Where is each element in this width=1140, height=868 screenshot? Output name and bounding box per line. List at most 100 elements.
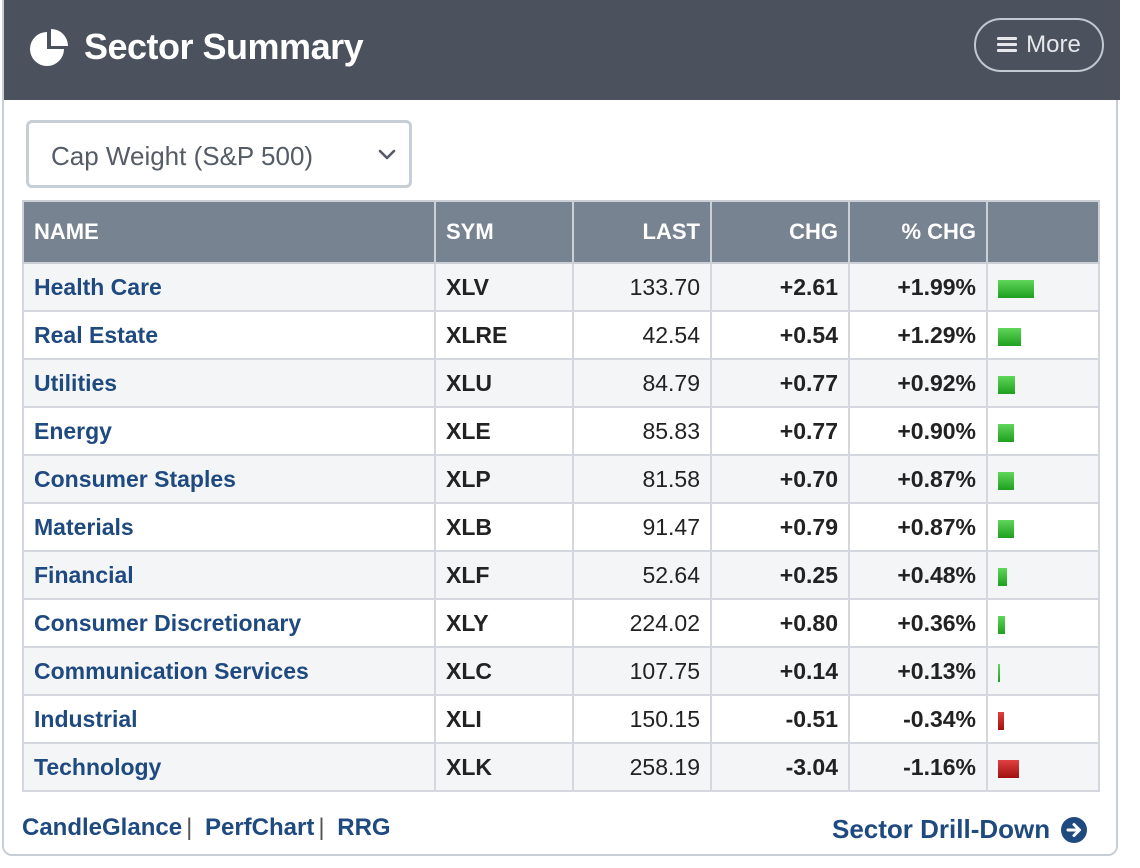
last-cell: 52.64 xyxy=(572,550,712,600)
symbol-cell: XLU xyxy=(434,358,574,408)
sector-drill-down-link[interactable]: Sector Drill-Down xyxy=(832,814,1088,845)
bar-cell xyxy=(986,310,1100,360)
bar-cell xyxy=(986,358,1100,408)
sector-name-link[interactable]: Industrial xyxy=(34,705,138,732)
table-row: Real Estate XLRE 42.54 +0.54 +1.29% xyxy=(22,310,1100,360)
last-cell: 84.79 xyxy=(572,358,712,408)
table-row: Communication Services XLC 107.75 +0.14 +0.1… xyxy=(22,646,1100,696)
symbol-cell: XLC xyxy=(434,646,574,696)
last-cell: 85.83 xyxy=(572,406,712,456)
pie-chart-icon xyxy=(30,29,68,66)
pct-change-cell: -0.34% xyxy=(848,694,988,744)
sector-name-cell: Communication Services xyxy=(22,646,436,696)
change-cell: +0.77 xyxy=(710,406,850,456)
last-cell: 258.19 xyxy=(572,742,712,792)
change-cell: +0.54 xyxy=(710,310,850,360)
sector-name-link[interactable]: Consumer Staples xyxy=(34,465,236,492)
pct-change-bar xyxy=(998,424,1014,443)
symbol-cell: XLK xyxy=(434,742,574,792)
sector-name-link[interactable]: Utilities xyxy=(34,369,118,396)
pct-change-bar xyxy=(998,328,1021,347)
sector-name-cell: Real Estate xyxy=(22,310,436,360)
table-header-row: NAME SYM LAST CHG % CHG xyxy=(22,200,1100,264)
more-button[interactable]: More xyxy=(974,18,1104,72)
last-cell: 91.47 xyxy=(572,502,712,552)
bar-cell xyxy=(986,742,1100,792)
change-cell: -3.04 xyxy=(710,742,850,792)
sector-drill-down-label: Sector Drill-Down xyxy=(832,814,1051,844)
change-cell: +0.14 xyxy=(710,646,850,696)
pct-change-bar xyxy=(998,712,1004,731)
arrow-right-circle-icon xyxy=(1061,816,1088,843)
pct-change-bar xyxy=(998,520,1014,539)
last-cell: 224.02 xyxy=(572,598,712,648)
sector-name-cell: Health Care xyxy=(22,262,436,312)
change-cell: +0.77 xyxy=(710,358,850,408)
symbol-cell: XLRE xyxy=(434,310,574,360)
column-header-name[interactable]: NAME xyxy=(22,200,436,264)
sector-name-cell: Technology xyxy=(22,742,436,792)
pct-change-cell: +0.13% xyxy=(848,646,988,696)
sector-name-link[interactable]: Real Estate xyxy=(34,321,159,348)
pct-change-cell: +0.48% xyxy=(848,550,988,600)
pct-change-bar xyxy=(998,760,1019,779)
sector-name-cell: Consumer Staples xyxy=(22,454,436,504)
change-cell: +0.70 xyxy=(710,454,850,504)
column-header-sym[interactable]: SYM xyxy=(434,200,574,264)
sector-name-cell: Industrial xyxy=(22,694,436,744)
pct-change-bar xyxy=(998,280,1034,299)
column-header-last[interactable]: LAST xyxy=(572,200,712,264)
change-cell: +0.79 xyxy=(710,502,850,552)
table-row: Materials XLB 91.47 +0.79 +0.87% xyxy=(22,502,1100,552)
table-row: Health Care XLV 133.70 +2.61 +1.99% xyxy=(22,262,1100,312)
sector-name-link[interactable]: Energy xyxy=(34,417,112,444)
sector-name-link[interactable]: Consumer Discretionary xyxy=(34,609,302,636)
symbol-cell: XLF xyxy=(434,550,574,600)
pct-change-bar xyxy=(998,472,1014,491)
change-cell: +0.80 xyxy=(710,598,850,648)
more-button-label: More xyxy=(1026,31,1081,58)
pct-change-bar xyxy=(998,664,1000,683)
sector-name-link[interactable]: Materials xyxy=(34,513,134,540)
footer-separator: | xyxy=(186,814,193,841)
pct-change-cell: +1.29% xyxy=(848,310,988,360)
sector-name-link[interactable]: Communication Services xyxy=(34,657,309,684)
last-cell: 81.58 xyxy=(572,454,712,504)
change-cell: +0.25 xyxy=(710,550,850,600)
pct-change-cell: +0.87% xyxy=(848,502,988,552)
column-header-chg[interactable]: CHG xyxy=(710,200,850,264)
table-row: Technology XLK 258.19 -3.04 -1.16% xyxy=(22,742,1100,792)
candleglance-link[interactable]: CandleGlance xyxy=(22,814,183,841)
bar-cell xyxy=(986,694,1100,744)
bar-cell xyxy=(986,262,1100,312)
sector-name-link[interactable]: Technology xyxy=(34,753,162,780)
rrg-link[interactable]: RRG xyxy=(337,814,391,841)
sector-name-link[interactable]: Financial xyxy=(34,561,134,588)
symbol-cell: XLI xyxy=(434,694,574,744)
sector-name-link[interactable]: Health Care xyxy=(34,273,162,300)
pct-change-cell: +0.87% xyxy=(848,454,988,504)
weighting-select[interactable]: Cap Weight (S&P 500) xyxy=(26,120,412,188)
sector-table: NAME SYM LAST CHG % CHG Health Care XLV 13… xyxy=(22,200,1100,792)
panel-header: Sector Summary More xyxy=(4,0,1120,100)
footer-separator: | xyxy=(318,814,325,841)
perfchart-link[interactable]: PerfChart xyxy=(204,814,315,841)
last-cell: 107.75 xyxy=(572,646,712,696)
pct-change-cell: +0.90% xyxy=(848,406,988,456)
last-cell: 133.70 xyxy=(572,262,712,312)
footer-links: CandleGlance | PerfChart | RRG xyxy=(22,814,391,842)
column-header-bar xyxy=(986,200,1100,264)
last-cell: 42.54 xyxy=(572,310,712,360)
last-cell: 150.15 xyxy=(572,694,712,744)
symbol-cell: XLV xyxy=(434,262,574,312)
symbol-cell: XLY xyxy=(434,598,574,648)
symbol-cell: XLP xyxy=(434,454,574,504)
table-row: Consumer Staples XLP 81.58 +0.70 +0.87% xyxy=(22,454,1100,504)
bar-cell xyxy=(986,550,1100,600)
column-header-pct-chg[interactable]: % CHG xyxy=(848,200,988,264)
pct-change-cell: -1.16% xyxy=(848,742,988,792)
table-row: Financial XLF 52.64 +0.25 +0.48% xyxy=(22,550,1100,600)
sector-name-cell: Utilities xyxy=(22,358,436,408)
pct-change-cell: +0.36% xyxy=(848,598,988,648)
pct-change-cell: +0.92% xyxy=(848,358,988,408)
